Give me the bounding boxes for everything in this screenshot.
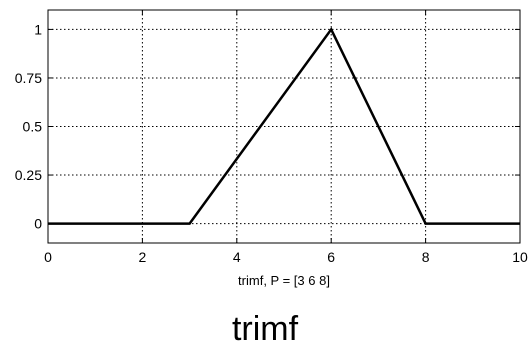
- caption: trimf: [231, 310, 299, 348]
- x-axis-label: trimf, P = [3 6 8]: [238, 273, 330, 288]
- x-tick-label: 2: [139, 249, 147, 265]
- y-tick-label: 0.75: [15, 70, 42, 86]
- x-tick-label: 6: [327, 249, 335, 265]
- y-tick-label: 0: [34, 216, 42, 232]
- x-tick-labels: 0 2 4 6 8 10: [44, 249, 528, 265]
- trimf-chart: 0 2 4 6 8 10 0 0.25 0.5 0.75 1 trimf, P = [3 6 8]: [15, 9, 528, 288]
- y-tick-label: 0.25: [15, 167, 42, 183]
- series-line: [48, 26, 520, 225]
- x-tick-label: 0: [44, 249, 52, 265]
- x-tick-label: 4: [233, 249, 241, 265]
- y-tick-labels: 0 0.25 0.5 0.75 1: [15, 21, 42, 231]
- y-tick-label: 1: [34, 21, 42, 37]
- x-tick-label: 8: [422, 249, 430, 265]
- x-tick-label: 10: [512, 249, 528, 265]
- y-tick-label: 0.5: [23, 119, 43, 135]
